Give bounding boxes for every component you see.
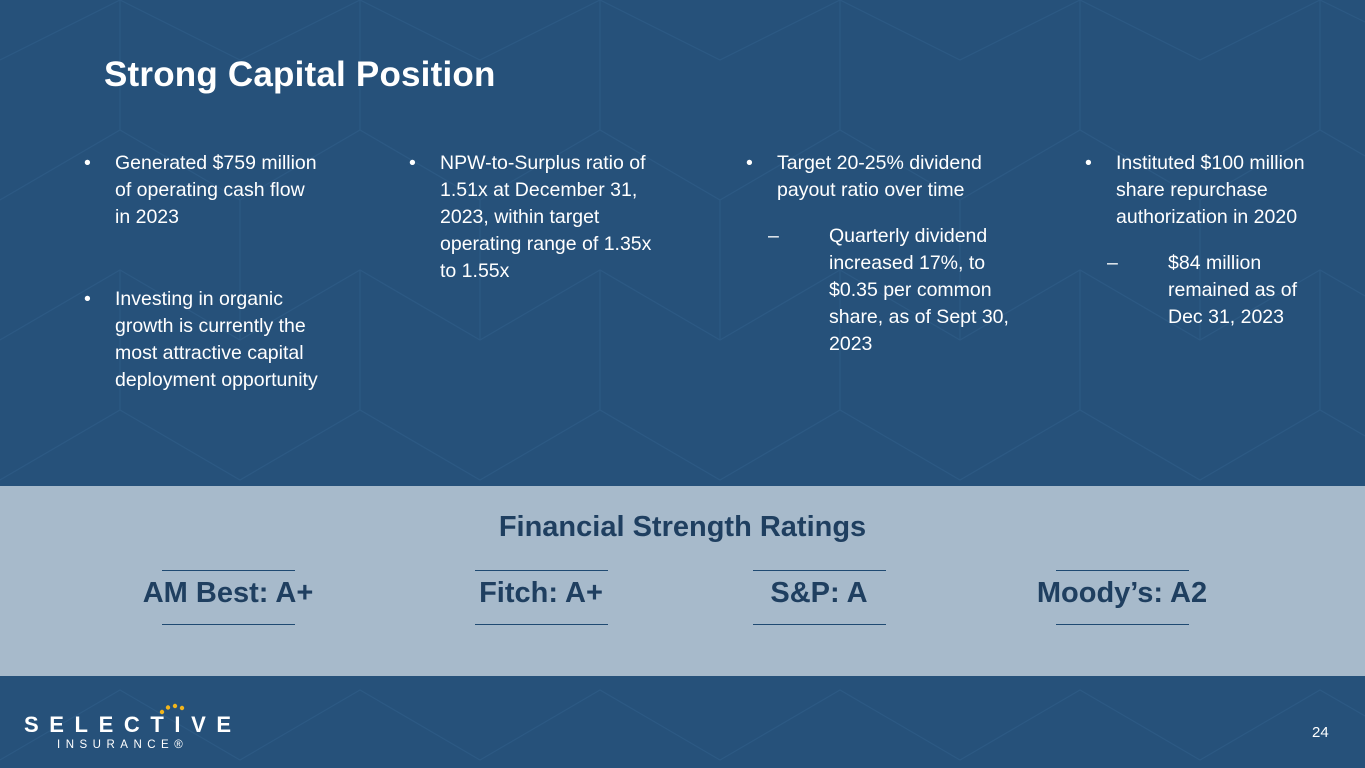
sub-bullet-quarterly-dividend: Quarterly dividend increased 17%, to $0.… xyxy=(746,223,1026,358)
slide-title: Strong Capital Position xyxy=(104,55,496,94)
column-share-repurchase: Instituted $100 million share repurchase… xyxy=(1085,150,1330,331)
bullet-npw-surplus-ratio: NPW-to-Surplus ratio of 1.51x at Decembe… xyxy=(409,150,669,285)
rating-fitch: Fitch: A+ xyxy=(479,577,603,609)
page-number: 24 xyxy=(1312,724,1329,741)
bullet-share-repurchase-text: Instituted $100 million share repurchase… xyxy=(1116,152,1305,228)
ratings-band xyxy=(0,486,1365,676)
logo-subtitle: INSURANCE® xyxy=(57,739,189,751)
bullet-dividend-payout-text: Target 20-25% dividend payout ratio over… xyxy=(777,152,982,201)
bullet-organic-growth: Investing in organic growth is currently… xyxy=(84,286,324,394)
ratings-title: Financial Strength Ratings xyxy=(498,511,867,543)
logo-dots-icon xyxy=(159,703,185,715)
logo-wordmark: SELECTIVE xyxy=(24,712,242,737)
bullet-dividend-payout: Target 20-25% dividend payout ratio over… xyxy=(746,150,1026,358)
bullet-operating-cash-flow: Generated $759 million of operating cash… xyxy=(84,150,324,231)
bullet-share-repurchase: Instituted $100 million share repurchase… xyxy=(1085,150,1330,331)
column-dividend: Target 20-25% dividend payout ratio over… xyxy=(746,150,1026,358)
sub-bullet-remaining-authorization: $84 million remained as of Dec 31, 2023 xyxy=(1085,250,1330,331)
rating-am-best: AM Best: A+ xyxy=(142,577,314,609)
rating-am-best-rule xyxy=(162,570,295,625)
rating-moodys: Moody’s: A2 xyxy=(1036,577,1208,609)
column-npw-surplus: NPW-to-Surplus ratio of 1.51x at Decembe… xyxy=(409,150,669,285)
rating-sp-rule xyxy=(753,570,886,625)
column-operating-cash-flow: Generated $759 million of operating cash… xyxy=(84,150,324,394)
rating-fitch-rule xyxy=(475,570,608,625)
rating-moodys-rule xyxy=(1056,570,1189,625)
rating-sp: S&P: A xyxy=(770,577,868,609)
